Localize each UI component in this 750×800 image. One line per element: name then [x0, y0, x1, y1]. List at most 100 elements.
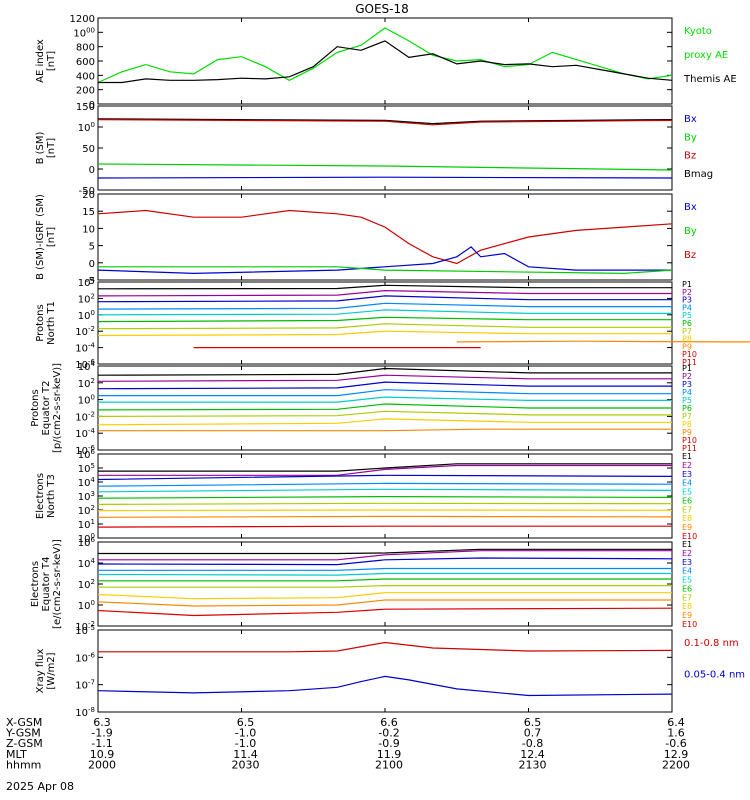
- y-tick-label: 10-6: [75, 358, 95, 371]
- series-line-p7: [97, 410, 672, 417]
- legend-entry: P5: [682, 311, 692, 320]
- legend-entry: E7: [682, 505, 692, 514]
- legend-entry: P11: [682, 444, 697, 453]
- y-tick-label: 105: [78, 462, 95, 475]
- y-tick-label: 103: [78, 490, 95, 503]
- y-tick-label: 104: [78, 476, 96, 489]
- footer-row-label: X-GSM: [6, 716, 42, 729]
- series-line-p4: [98, 389, 672, 397]
- y-tick-label: -5: [85, 276, 95, 287]
- panel-frame: [97, 453, 673, 539]
- legend-entry: P1: [682, 280, 692, 289]
- legend-entry: E3: [682, 558, 692, 567]
- footer-value: 11.4: [233, 748, 258, 761]
- y-tick-label: 10-6: [75, 444, 95, 457]
- series-line-p9: [456, 340, 750, 343]
- legend-entry: Kyoto: [684, 26, 712, 37]
- legend-entry: P10: [682, 350, 697, 359]
- y-tick-label: 0: [89, 165, 95, 176]
- series-line-by: [97, 163, 673, 171]
- legend-entry: E5: [682, 576, 692, 585]
- legend-entry: P5: [682, 396, 692, 405]
- series-line-p3: [97, 381, 672, 390]
- footer-value: -1.0: [235, 727, 256, 740]
- y-axis-label: Equator T4: [41, 557, 52, 612]
- legend-entry: P2: [682, 288, 692, 297]
- series-line-bmag: [97, 118, 673, 125]
- legend-entry: P7: [682, 327, 692, 336]
- series-line-e1: [98, 463, 672, 472]
- y-axis-label: [p/(cm2-s-sr-keV)]: [52, 363, 63, 453]
- footer-value: 1.6: [667, 727, 685, 740]
- legend-entry: Themis AE: [683, 74, 737, 85]
- y-tick-label: 102: [78, 504, 95, 517]
- series-line-e7: [98, 584, 672, 588]
- series-line-p8: [97, 418, 672, 426]
- footer-row-label: MLT: [6, 748, 27, 761]
- y-tick-label: 10-2: [75, 620, 95, 633]
- legend: Kyoto proxy AE Themis AE: [683, 26, 737, 85]
- series-line-bz: [97, 209, 673, 265]
- footer-value: -1.0: [235, 737, 256, 750]
- series-line-e2: [98, 464, 672, 476]
- y-tick-label: 100: [78, 121, 95, 134]
- series-line-bx: [97, 176, 673, 179]
- footer-value: -0.2: [378, 727, 399, 740]
- series-line-e9: [97, 515, 673, 518]
- y-axis-label: [W/m2]: [46, 652, 57, 689]
- legend-entry: P2: [682, 372, 692, 381]
- y-tick-label: 10-4: [75, 427, 95, 440]
- legend-entry: By: [684, 226, 697, 237]
- legend-entry: 0.05-0.4 nm: [684, 670, 745, 681]
- y-axis-label: Protons: [35, 304, 46, 341]
- legend-entry: P4: [682, 303, 692, 312]
- y-tick-label: 10-8: [75, 706, 95, 719]
- legend-entry: P8: [682, 335, 692, 344]
- y-tick-label: 106: [78, 448, 96, 461]
- series-line-e8: [97, 509, 673, 512]
- series-line-0-1-0-8-nm: [98, 641, 673, 653]
- y-tick-label: 104: [78, 360, 96, 373]
- y-axis-label: North T3: [46, 474, 57, 518]
- footer-value: -0.6: [665, 737, 686, 750]
- legend-entry: P7: [682, 412, 692, 421]
- footer-value: 11.9: [377, 748, 402, 761]
- y-axis-label: [nT]: [46, 227, 57, 247]
- series-line-e3: [97, 557, 673, 566]
- footer-value: 2000: [88, 758, 116, 771]
- y-tick-label: 10-5: [75, 624, 95, 637]
- y-tick-label: 50: [82, 144, 95, 155]
- series-line-e6: [97, 496, 673, 499]
- footer-value: -1.1: [91, 737, 112, 750]
- y-tick-label: 101: [78, 518, 95, 531]
- legend-entry: E5: [682, 488, 692, 497]
- footer-value: 2100: [375, 758, 403, 771]
- panel-5: 10-6 10-4 10-2 100 102 104 Protons Equator T2 [p…: [30, 360, 697, 457]
- legend-entry: Bx: [684, 202, 697, 213]
- legend: Bx By Bz: [684, 202, 697, 261]
- legend-entry: E1: [682, 540, 692, 549]
- y-tick-label: 400: [76, 71, 95, 82]
- series-line-e6: [98, 578, 672, 582]
- legend-entry: E9: [682, 611, 692, 620]
- y-axis-label: Xray flux: [35, 649, 46, 694]
- legend-entry: P9: [682, 428, 692, 437]
- legend-entry: Bmag: [684, 169, 713, 180]
- series-line-p5: [98, 396, 672, 403]
- y-tick-label: 800: [76, 43, 95, 54]
- panel-frame: [97, 281, 673, 365]
- series-line-e5: [97, 572, 672, 576]
- legend-entry: Bz: [684, 151, 696, 162]
- footer-value: 2130: [519, 758, 547, 771]
- legend-entry: E4: [682, 479, 692, 488]
- y-tick-label: 10-2: [75, 325, 95, 338]
- footer-value: -0.9: [378, 737, 399, 750]
- legend-entry: P11: [682, 358, 697, 367]
- series-line-p5: [97, 309, 672, 316]
- legend-entry: E8: [682, 602, 692, 611]
- legend-entry: P6: [682, 404, 692, 413]
